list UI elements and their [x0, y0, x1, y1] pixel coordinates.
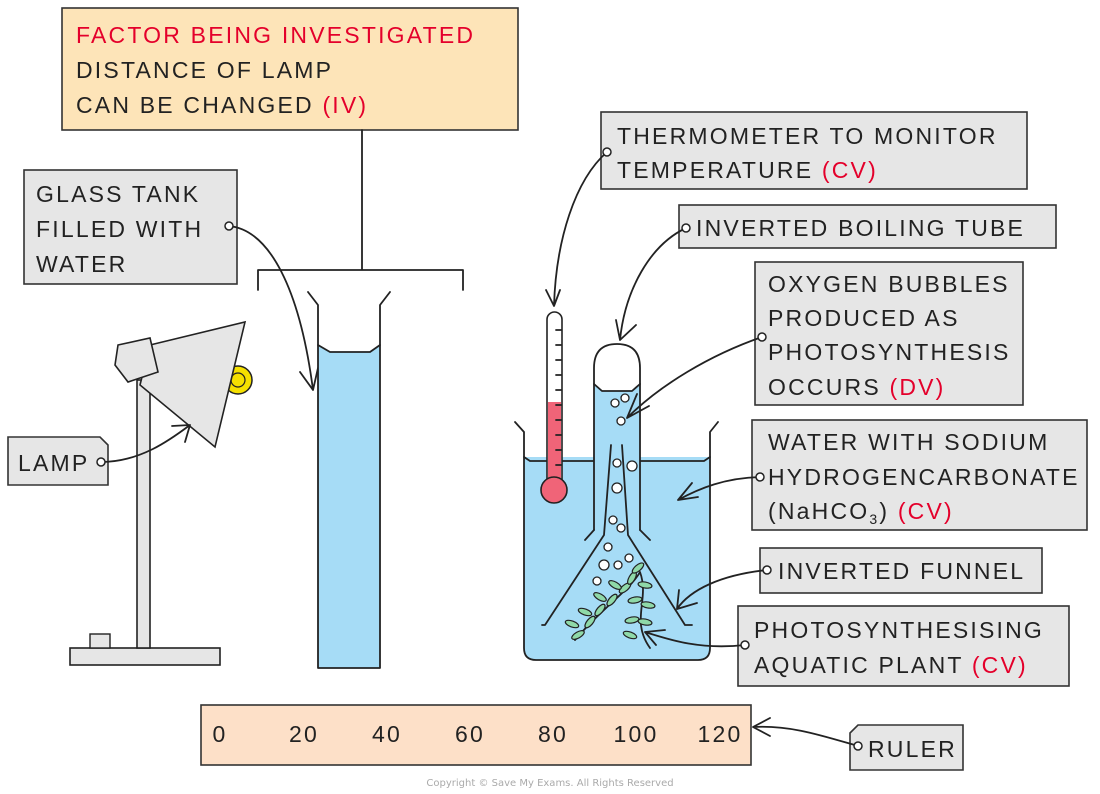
oxygen-bubbles-label: OXYGEN BUBBLES PRODUCED AS PHOTOSYNTHESI…	[754, 261, 1024, 406]
ruler-tick-label: 80	[538, 721, 568, 747]
glass-tank	[307, 291, 391, 669]
funnel-arrow	[676, 569, 768, 610]
factor-connector	[257, 129, 464, 291]
ruler-label: RULER	[849, 724, 964, 771]
svg-text:WATER: WATER	[36, 251, 128, 277]
svg-text:PHOTOSYNTHESIS: PHOTOSYNTHESIS	[768, 339, 1011, 365]
svg-text:WATER WITH SODIUM: WATER WITH SODIUM	[768, 429, 1049, 455]
lamp-label: LAMP	[7, 436, 109, 486]
funnel-label: INVERTED FUNNEL	[759, 547, 1043, 594]
svg-text:RULER: RULER	[868, 736, 957, 762]
oxygen-bubbles	[592, 393, 638, 586]
svg-text:PHOTOSYNTHESISING: PHOTOSYNTHESISING	[754, 617, 1044, 643]
boiling-tube	[593, 343, 641, 531]
svg-text:GLASS TANK: GLASS TANK	[36, 181, 200, 207]
svg-text:AQUATIC PLANT (CV): AQUATIC PLANT (CV)	[754, 652, 1028, 678]
factor-line: DISTANCE OF LAMP	[76, 57, 333, 83]
svg-text:INVERTED BOILING TUBE: INVERTED BOILING TUBE	[696, 215, 1025, 241]
svg-text:TEMPERATURE (CV): TEMPERATURE (CV)	[617, 157, 878, 183]
plant-label: PHOTOSYNTHESISING AQUATIC PLANT (CV)	[737, 605, 1070, 687]
svg-text:OXYGEN BUBBLES: OXYGEN BUBBLES	[768, 271, 1010, 297]
factor-heading: FACTOR BEING INVESTIGATED	[76, 22, 475, 48]
inverted-funnel	[541, 444, 693, 626]
factor-line: CAN BE CHANGED (IV)	[76, 92, 368, 118]
ruler-tick-label: 60	[455, 721, 485, 747]
plant-arrow	[644, 629, 746, 648]
aquatic-plant	[564, 562, 656, 649]
copyright-text: Copyright © Save My Exams. All Rights Re…	[426, 778, 673, 789]
boiling-tube-label: INVERTED BOILING TUBE	[678, 204, 1057, 249]
beaker	[514, 421, 719, 661]
glass-tank-label: GLASS TANK FILLED WITH WATER	[23, 169, 238, 285]
ruler-tick-label: 0	[213, 721, 228, 747]
boiling-tube-arrow	[615, 227, 687, 341]
water-sodium-label: WATER WITH SODIUM HYDROGENCARBONATE (NaH…	[751, 419, 1088, 531]
ruler: 0 20 40 60 80 100 120	[200, 704, 752, 766]
thermometer-label: THERMOMETER TO MONITOR TEMPERATURE (CV)	[600, 111, 1028, 190]
ruler-tick-label: 40	[372, 721, 402, 747]
factor-being-investigated-box: FACTOR BEING INVESTIGATED DISTANCE OF LA…	[61, 7, 519, 131]
lamp-arrow	[100, 424, 191, 463]
svg-text:PRODUCED AS: PRODUCED AS	[768, 305, 960, 331]
ruler-tick-label: 100	[614, 721, 659, 747]
oxygen-arrow	[626, 336, 763, 419]
ruler-tick-label: 120	[698, 721, 743, 747]
svg-text:THERMOMETER TO MONITOR: THERMOMETER TO MONITOR	[617, 123, 998, 149]
thermometer-arrow	[545, 151, 608, 307]
svg-text:FILLED WITH: FILLED WITH	[36, 216, 203, 242]
ruler-tick-label: 20	[289, 721, 319, 747]
svg-text:(NaHCO3) (CV): (NaHCO3) (CV)	[768, 498, 954, 527]
lamp	[69, 320, 253, 666]
thermometer	[540, 311, 568, 504]
ruler-arrow	[752, 717, 859, 747]
svg-text:LAMP: LAMP	[18, 450, 89, 476]
svg-text:OCCURS (DV): OCCURS (DV)	[768, 374, 946, 400]
water-sodium-arrow	[677, 476, 761, 501]
svg-text:INVERTED FUNNEL: INVERTED FUNNEL	[778, 558, 1025, 584]
glass-tank-arrow	[228, 225, 319, 391]
svg-text:HYDROGENCARBONATE: HYDROGENCARBONATE	[768, 464, 1080, 490]
